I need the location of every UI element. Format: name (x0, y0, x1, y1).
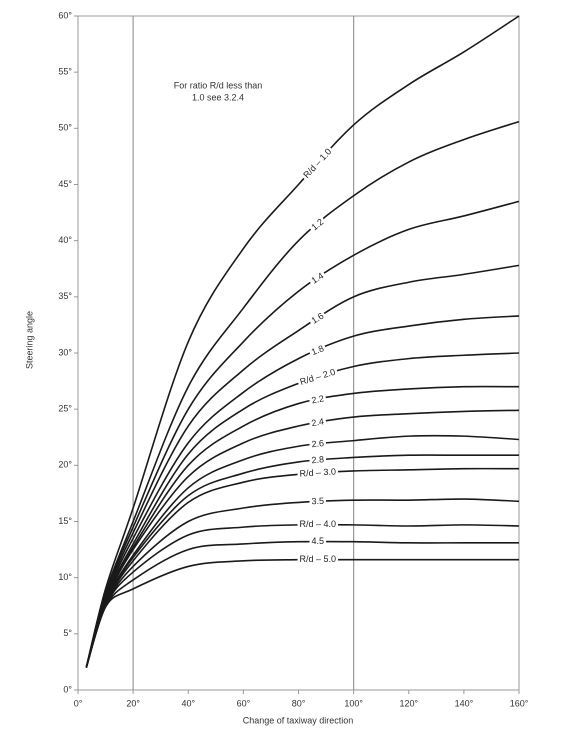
curve-label: R/d – 3.0 (299, 466, 336, 478)
curve-label-bg (308, 269, 328, 288)
x-tick-label: 20° (126, 698, 140, 708)
curve-label-group: R/d – 2.0 (296, 366, 339, 389)
x-tick-label: 0° (74, 698, 83, 708)
y-tick-label: 60° (58, 10, 72, 20)
curve-label: R/d – 5.0 (300, 554, 337, 564)
x-tick-label: 100° (344, 698, 363, 708)
curve-label-group: 1.4 (308, 269, 328, 288)
curve-label-group: 2.2 (308, 393, 327, 407)
curve (85, 352, 520, 668)
curve (85, 315, 520, 668)
y-tick-label: 45° (58, 179, 72, 189)
y-tick-label: 5° (63, 628, 72, 638)
y-tick-label: 10° (58, 572, 72, 582)
curve-label: R/d – 4.0 (300, 519, 337, 529)
curve-label: 2.4 (311, 416, 325, 428)
curve (85, 467, 520, 668)
curve-label-bg (309, 536, 327, 547)
curve-label-bg (308, 343, 328, 359)
x-tick-label: 160° (510, 698, 529, 708)
curve (85, 523, 520, 668)
curve-label-bg (308, 393, 327, 407)
curve-label-bg (309, 496, 327, 507)
x-tick-label: 120° (399, 698, 418, 708)
annotation-line: For ratio R/d less than (174, 80, 263, 90)
x-tick-label: 40° (181, 698, 195, 708)
curve-label-group: 1.2 (308, 215, 328, 235)
curve (85, 15, 520, 668)
curve-label: 2.8 (311, 454, 324, 465)
curve-label: 2.6 (311, 438, 324, 449)
x-tick-label: 60° (237, 698, 251, 708)
curve-label: 3.5 (311, 496, 324, 507)
curve-label: 4.5 (312, 536, 325, 546)
curve (85, 540, 519, 668)
curve (85, 409, 520, 668)
curve-label: R/d – 1.0 (301, 146, 333, 180)
curve (85, 558, 519, 668)
curve-label-group: R/d – 5.0 (297, 554, 339, 565)
curve-label-bg (309, 438, 327, 451)
curve-label-group: 2.8 (309, 454, 327, 467)
curve (85, 120, 520, 668)
x-tick-label: 80° (292, 698, 306, 708)
curve-label-group: 2.6 (309, 438, 327, 451)
curve-label-group: R/d – 1.0 (300, 145, 336, 182)
y-tick-label: 20° (58, 460, 72, 470)
curve-label: R/d – 2.0 (299, 367, 337, 387)
curve-label-group: R/d – 4.0 (297, 519, 339, 530)
curve (85, 264, 520, 668)
curve-label-bg (308, 310, 328, 328)
curve-label-bg (308, 215, 328, 235)
curve-label-group: R/d – 3.0 (297, 466, 339, 480)
curve-label-group: 1.6 (308, 310, 328, 328)
y-tick-label: 0° (63, 684, 72, 694)
curve-label-bg (308, 416, 327, 430)
curve-label-bg (300, 145, 336, 182)
x-tick-label: 140° (455, 698, 474, 708)
curve-label-bg (297, 519, 339, 530)
curve-label-bg (309, 454, 327, 467)
y-tick-label: 30° (58, 347, 72, 357)
curve-label: 2.2 (311, 393, 325, 405)
y-axis-label: Steering angle (24, 311, 34, 369)
curve (85, 498, 520, 668)
y-tick-label: 55° (58, 67, 72, 77)
curve-label-group: 1.8 (308, 343, 328, 359)
y-tick-label: 15° (58, 516, 72, 526)
y-tick-label: 50° (58, 123, 72, 133)
annotation-line: 1.0 see 3.2.4 (192, 92, 244, 102)
x-axis-label: Change of taxiway direction (243, 715, 354, 725)
curve-label-bg (297, 466, 339, 480)
curve-label-group: 2.4 (308, 416, 327, 430)
y-tick-label: 40° (58, 235, 72, 245)
curve-label-bg (296, 366, 339, 389)
y-tick-label: 25° (58, 404, 72, 414)
plot-border (77, 15, 520, 691)
curve-label-group: 3.5 (309, 496, 327, 507)
curve-label-group: 4.5 (309, 536, 327, 547)
y-tick-label: 35° (58, 291, 72, 301)
curve-label-bg (297, 554, 339, 565)
curve-label: 1.8 (310, 343, 325, 357)
curve (85, 200, 520, 668)
